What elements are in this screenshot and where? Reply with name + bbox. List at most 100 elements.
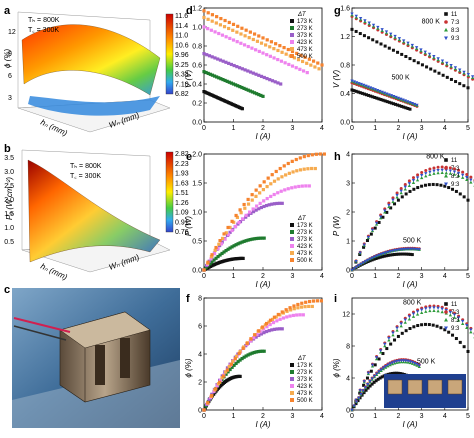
- data-point: [267, 203, 271, 207]
- data-point: [350, 79, 354, 83]
- data-point: [383, 364, 388, 368]
- legend-swatch: [290, 47, 294, 51]
- data-point: [214, 387, 218, 391]
- data-point: [406, 252, 410, 256]
- data-point: [262, 75, 266, 80]
- x-tick-label: 4: [443, 413, 447, 420]
- x-tick-label: 0: [350, 413, 354, 420]
- data-point: [307, 57, 311, 61]
- data-point: [238, 208, 242, 212]
- colorbar-label: 2.23: [175, 161, 189, 168]
- data-point: [273, 80, 277, 84]
- x-tick-label: 1: [232, 125, 236, 132]
- data-point: [291, 313, 295, 318]
- data-point: [262, 180, 266, 184]
- data-point: [449, 64, 453, 68]
- data-point: [246, 197, 250, 202]
- inset-device: [407, 379, 423, 395]
- colorbar-label: 9.96: [175, 52, 189, 59]
- data-point: [204, 70, 208, 75]
- data-point: [436, 165, 440, 169]
- data-point: [366, 258, 370, 262]
- data-point: [423, 183, 427, 187]
- data-point: [452, 315, 457, 319]
- data-point: [432, 55, 436, 59]
- data-point: [218, 23, 223, 27]
- data-point: [398, 372, 402, 376]
- series-500K: [202, 152, 326, 272]
- data-point: [372, 380, 376, 384]
- data-point: [461, 170, 465, 174]
- data-point: [210, 394, 214, 398]
- data-point: [280, 175, 284, 179]
- data-point: [452, 172, 457, 176]
- data-point: [444, 166, 448, 170]
- data-point: [432, 169, 436, 173]
- data-point: [401, 98, 405, 102]
- data-point: [272, 179, 277, 183]
- data-point: [230, 245, 234, 249]
- y-tick-label: 0.5: [192, 239, 202, 246]
- data-point: [210, 19, 214, 23]
- colorbar-label: 9.25: [175, 62, 189, 69]
- data-point: [402, 105, 406, 109]
- data-point: [370, 363, 375, 367]
- data-point: [216, 57, 220, 61]
- legend-label: 7:3: [451, 166, 460, 172]
- data-point: [392, 253, 396, 257]
- data-point: [386, 250, 390, 254]
- data-point: [408, 107, 412, 111]
- data-point: [423, 322, 427, 326]
- x-tick-label: 2: [396, 273, 400, 280]
- data-point: [262, 236, 266, 240]
- data-point: [362, 34, 366, 38]
- legend-swatch: [290, 230, 294, 234]
- data-point: [458, 82, 462, 86]
- data-point: [220, 240, 224, 244]
- data-point: [205, 53, 209, 57]
- data-point: [366, 85, 370, 89]
- data-point: [236, 360, 240, 364]
- data-point: [396, 371, 400, 375]
- data-point: [377, 357, 381, 361]
- y-tick-label: 0.8: [192, 44, 202, 51]
- data-point: [213, 56, 217, 60]
- legend-label: 173 K: [297, 363, 313, 369]
- data-point: [224, 60, 228, 64]
- x-tick-label: 1: [232, 273, 236, 280]
- data-point: [202, 268, 206, 272]
- series-473K: [202, 166, 317, 272]
- group-annotation: 800 K: [403, 299, 422, 306]
- data-point: [252, 336, 256, 340]
- data-point: [236, 242, 240, 246]
- series-173K: [202, 256, 245, 272]
- group-annotation: 500 K: [417, 359, 436, 366]
- ztick-b: 3.0: [4, 169, 14, 176]
- data-point: [244, 28, 248, 32]
- data-point: [354, 259, 358, 263]
- data-point: [420, 170, 424, 174]
- data-point: [444, 20, 448, 24]
- data-point: [362, 243, 366, 247]
- data-point: [398, 104, 402, 108]
- data-point: [392, 371, 396, 375]
- data-point: [258, 191, 262, 195]
- data-point: [221, 374, 226, 378]
- legend-label: 273 K: [297, 370, 313, 376]
- data-point: [295, 169, 299, 173]
- data-point: [282, 45, 286, 50]
- data-point: [424, 174, 428, 178]
- data-point: [214, 256, 218, 260]
- data-point: [375, 88, 380, 92]
- x-tick-label: 0: [202, 273, 206, 280]
- y-tick-label: 0: [346, 268, 350, 275]
- data-point: [302, 155, 306, 159]
- data-point: [396, 96, 401, 100]
- data-point: [395, 326, 399, 330]
- data-point: [376, 256, 380, 260]
- data-point: [357, 264, 361, 268]
- data-point: [399, 189, 403, 193]
- data-point: [407, 184, 412, 188]
- x-axis-label: I (A): [402, 280, 417, 289]
- data-point: [411, 181, 416, 185]
